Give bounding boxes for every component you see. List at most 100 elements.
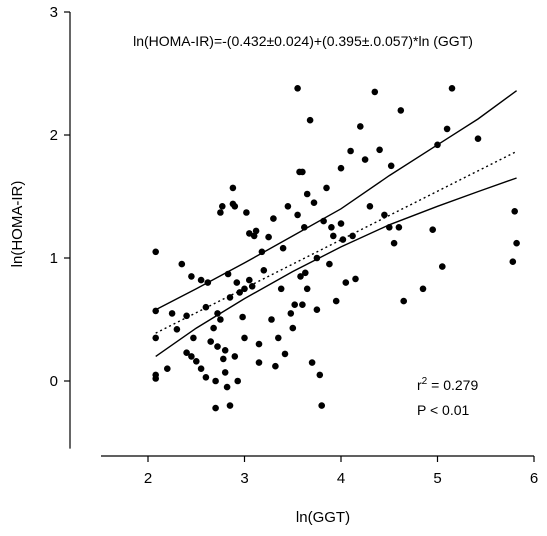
data-point	[231, 353, 239, 360]
data-point	[217, 316, 224, 323]
data-point	[223, 383, 231, 391]
y-tick-label: 1	[50, 250, 58, 267]
y-ticks: 0 1 2 3	[50, 4, 70, 390]
data-point	[152, 375, 159, 382]
data-point	[301, 224, 308, 231]
data-point	[220, 355, 227, 363]
data-point	[326, 260, 333, 268]
x-axis-label: ln(GGT)	[296, 509, 350, 526]
data-point	[328, 224, 335, 231]
data-point	[279, 244, 287, 252]
data-point	[243, 209, 250, 216]
data-point	[381, 211, 388, 219]
data-point	[202, 374, 210, 381]
data-point	[281, 350, 289, 358]
data-point	[219, 203, 226, 210]
data-point	[371, 88, 379, 96]
data-point	[214, 343, 221, 350]
data-point	[255, 359, 263, 366]
data-point	[188, 353, 195, 360]
data-point	[212, 377, 219, 385]
data-point	[226, 294, 234, 301]
data-point	[197, 365, 205, 373]
axes-group: 0 1 2 3 2 3 4 5 6	[50, 4, 539, 487]
data-point	[299, 301, 306, 309]
data-point	[284, 203, 292, 210]
data-point	[302, 269, 309, 277]
data-point	[352, 275, 359, 283]
y-tick-label: 3	[50, 4, 58, 21]
x-tick-label: 4	[337, 470, 345, 487]
data-point	[316, 371, 324, 379]
data-point	[164, 365, 171, 373]
data-point	[178, 260, 186, 268]
data-point	[221, 369, 229, 376]
data-point	[337, 164, 345, 172]
data-point	[294, 85, 301, 92]
regression-lines	[155, 90, 518, 357]
data-points	[152, 85, 520, 412]
data-point	[443, 125, 451, 133]
data-point	[342, 279, 350, 286]
r-squared-annotation: r2 = 0.279	[417, 376, 478, 393]
data-point	[339, 236, 347, 243]
x-ticks: 2 3 4 5 6	[144, 456, 538, 487]
data-point	[241, 285, 248, 293]
data-point	[224, 270, 232, 278]
data-point	[217, 209, 224, 216]
data-point	[248, 283, 256, 290]
data-point	[183, 312, 190, 320]
data-point	[347, 147, 354, 155]
confidence-upper-line	[155, 90, 518, 311]
data-point	[313, 254, 321, 262]
data-point	[210, 324, 217, 332]
data-point	[429, 226, 437, 233]
data-point	[231, 203, 239, 210]
data-point	[260, 267, 268, 274]
data-point	[226, 402, 234, 409]
data-point	[168, 310, 176, 317]
data-point	[303, 285, 311, 293]
data-point	[241, 334, 248, 342]
data-point	[173, 326, 181, 333]
data-point	[233, 279, 241, 286]
data-point	[395, 224, 403, 231]
data-point	[183, 349, 190, 357]
data-point	[474, 135, 482, 142]
data-point	[152, 334, 159, 342]
data-point	[366, 203, 374, 210]
data-point	[357, 123, 364, 130]
data-point	[246, 230, 253, 237]
data-point	[152, 248, 159, 256]
data-point	[236, 289, 243, 296]
confidence-lower-line	[155, 177, 517, 357]
data-point	[272, 362, 279, 370]
data-point	[214, 310, 221, 317]
y-axis-label: ln(HOMA-IR)	[9, 181, 26, 268]
data-point	[337, 220, 345, 227]
data-point	[207, 338, 214, 345]
p-value-annotation: P < 0.01	[417, 402, 470, 418]
data-point	[308, 359, 316, 366]
data-point	[511, 208, 518, 215]
data-point	[152, 307, 159, 315]
data-point	[390, 239, 398, 247]
data-point	[229, 184, 237, 192]
data-point	[246, 276, 253, 284]
x-tick-label: 2	[144, 470, 152, 487]
data-point	[190, 334, 197, 342]
data-point	[419, 285, 427, 293]
data-point	[270, 215, 277, 222]
data-point	[448, 85, 456, 92]
data-point	[387, 162, 395, 170]
data-point	[202, 303, 210, 311]
data-point	[239, 313, 246, 321]
data-point	[332, 297, 340, 305]
data-point	[439, 263, 446, 270]
data-point	[234, 377, 241, 385]
data-point	[255, 340, 263, 348]
data-point	[318, 402, 326, 409]
r-squared-exponent: 2	[422, 376, 428, 387]
